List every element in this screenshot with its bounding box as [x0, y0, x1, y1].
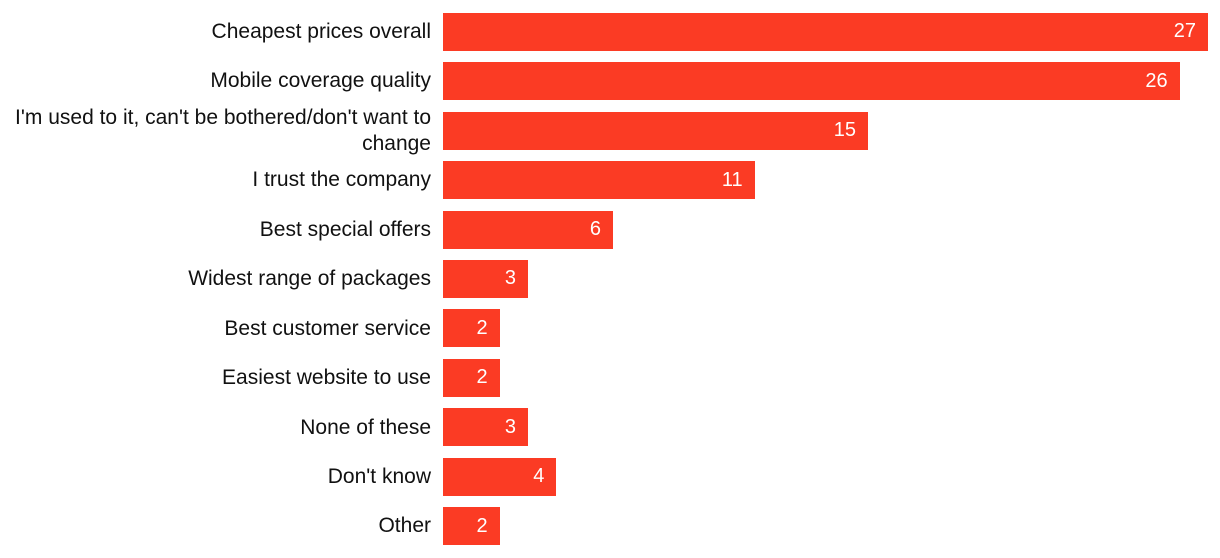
chart-row: Other 2 — [0, 502, 1208, 551]
category-label: I trust the company — [252, 168, 431, 192]
value-label: 3 — [504, 415, 516, 438]
chart-row: I'm used to it, can't be bothered/don't … — [0, 106, 1208, 155]
bar: 2 — [443, 507, 500, 546]
bar-track: 3 — [443, 408, 1208, 447]
bar-track: 3 — [443, 259, 1208, 298]
chart-row: Don't know 4 — [0, 452, 1208, 501]
bar-track: 2 — [443, 309, 1208, 348]
bar: 11 — [443, 161, 755, 200]
category-label: Cheapest prices overall — [211, 19, 431, 43]
category-label: None of these — [300, 415, 431, 439]
chart-row: Easiest website to use 2 — [0, 353, 1208, 402]
chart-row: I trust the company 11 — [0, 155, 1208, 204]
value-label: 27 — [1173, 20, 1196, 43]
value-label: 3 — [504, 267, 516, 290]
bar-track: 6 — [443, 210, 1208, 249]
bar-track: 2 — [443, 507, 1208, 546]
bar-track: 11 — [443, 161, 1208, 200]
bar-track: 4 — [443, 457, 1208, 496]
bar: 6 — [443, 210, 613, 249]
category-label: Other — [378, 514, 431, 538]
chart-row: Mobile coverage quality 26 — [0, 56, 1208, 105]
bar-track: 15 — [443, 111, 1208, 150]
category-label: Don't know — [327, 465, 431, 488]
value-label: 4 — [533, 465, 545, 488]
category-label: I'm used to it, can't be bothered/don't … — [15, 106, 431, 155]
category-label: Best customer service — [224, 316, 431, 340]
bar: 3 — [443, 259, 528, 298]
bar: 27 — [443, 12, 1208, 51]
chart-row: Widest range of packages 3 — [0, 254, 1208, 303]
chart-row: Cheapest prices overall 27 — [0, 7, 1208, 56]
bar-track: 27 — [443, 12, 1208, 51]
bar: 2 — [443, 309, 500, 348]
chart-row: None of these 3 — [0, 403, 1208, 452]
bar: 15 — [443, 111, 868, 150]
value-label: 6 — [589, 218, 601, 241]
value-label: 26 — [1145, 69, 1168, 92]
value-label: 2 — [476, 316, 488, 339]
category-label: Widest range of packages — [188, 267, 431, 291]
category-label: Mobile coverage quality — [210, 69, 431, 93]
chart-row: Best customer service 2 — [0, 304, 1208, 353]
category-label: Best special offers — [259, 217, 431, 241]
value-label: 2 — [476, 366, 488, 389]
bar: 26 — [443, 62, 1180, 101]
bar-track: 26 — [443, 62, 1208, 101]
bar: 4 — [443, 457, 557, 496]
bar-track: 2 — [443, 358, 1208, 397]
value-label: 11 — [721, 168, 743, 191]
bar: 3 — [443, 408, 528, 447]
bar: 2 — [443, 358, 500, 397]
chart-row: Best special offers 6 — [0, 205, 1208, 254]
category-label: Easiest website to use — [222, 366, 431, 390]
value-label: 2 — [476, 514, 488, 537]
value-label: 15 — [833, 119, 856, 142]
